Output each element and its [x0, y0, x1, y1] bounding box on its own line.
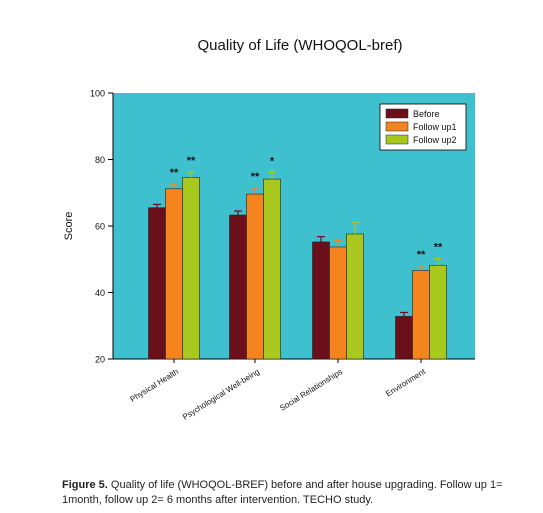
bar: [429, 264, 447, 360]
legend-swatch: [385, 121, 409, 132]
x-tick-label: Environment: [384, 367, 428, 399]
bars: ***********: [148, 155, 447, 363]
significance-marker: **: [434, 242, 443, 254]
bar: [182, 177, 200, 360]
caption-label: Figure 5.: [62, 479, 108, 491]
significance-marker: **: [187, 155, 196, 167]
legend-swatch: [385, 134, 409, 145]
x-tick-label: Physical Health: [129, 367, 181, 404]
chart-title: Quality of Life (WHOQOL-bref): [197, 37, 402, 54]
bar: [329, 246, 347, 360]
y-tick-label: 80: [95, 155, 105, 165]
significance-marker: **: [170, 167, 179, 179]
x-tick-labels: Physical Health Psychological Well-being S…: [129, 367, 428, 422]
y-tick-label: 20: [95, 355, 105, 365]
y-axis-label: Score: [63, 212, 75, 241]
y-tick-label: 60: [95, 222, 105, 232]
caption-text: Quality of life (WHOQOL-BREF) before and…: [62, 479, 503, 506]
bar: [229, 214, 247, 360]
bar: [165, 188, 183, 360]
legend-label: Follow up1: [413, 122, 457, 132]
y-ticks: 20 40 60 80 100: [90, 89, 113, 365]
bar: [148, 207, 166, 360]
y-tick-label: 100: [90, 89, 105, 99]
bar: [246, 193, 264, 360]
x-tick-label: Psychological Well-being: [181, 367, 261, 422]
legend: Before Follow up1 Follow up2: [379, 103, 467, 151]
significance-marker: *: [270, 155, 275, 167]
bar: [263, 178, 281, 360]
bar: [312, 241, 330, 360]
x-tick-label: Social Relationships: [278, 367, 344, 413]
bar: [412, 270, 430, 360]
legend-label: Before: [413, 109, 440, 119]
bar: [346, 233, 364, 360]
legend-label: Follow up2: [413, 135, 457, 145]
significance-marker: **: [417, 249, 426, 261]
legend-swatch: [385, 108, 409, 119]
figure-caption: Figure 5. Quality of life (WHOQOL-BREF) …: [62, 478, 532, 508]
bar: [395, 316, 413, 360]
significance-marker: **: [251, 171, 260, 183]
y-tick-label: 40: [95, 288, 105, 298]
